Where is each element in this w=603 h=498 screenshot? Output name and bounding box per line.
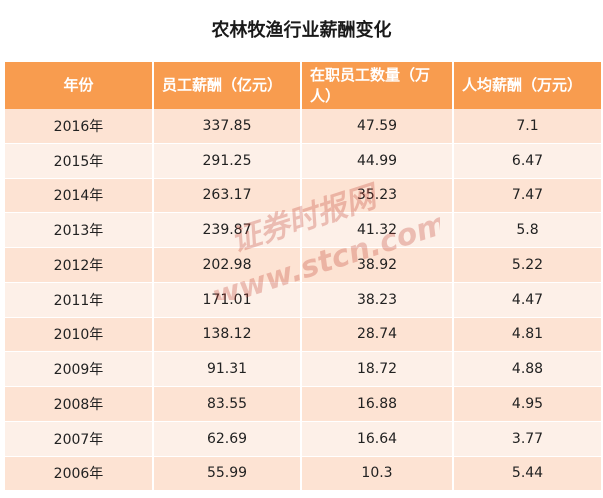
cell-average-salary: 4.88 — [453, 351, 601, 387]
cell-average-salary: 4.81 — [453, 317, 601, 353]
cell-average-salary: 4.95 — [453, 386, 601, 422]
table-row: 2016年 337.85 47.59 7.1 — [5, 109, 601, 144]
table-body: 2016年 337.85 47.59 7.1 2015年 291.25 44.99 6.47 2… — [5, 109, 601, 492]
table-row: 2008年 83.55 16.88 4.95 — [5, 386, 601, 422]
cell-average-salary: 5.22 — [453, 247, 601, 283]
cell-total-salary: 171.01 — [153, 282, 302, 318]
cell-total-salary: 62.69 — [153, 421, 302, 457]
cell-total-salary: 91.31 — [153, 351, 302, 387]
cell-staff-count: 35.23 — [301, 178, 454, 214]
cell-total-salary: 291.25 — [153, 143, 302, 179]
cell-total-salary: 138.12 — [153, 317, 302, 353]
cell-average-salary: 6.47 — [453, 143, 601, 179]
cell-year: 2006年 — [5, 456, 154, 492]
table-row: 2009年 91.31 18.72 4.88 — [5, 351, 601, 387]
salary-table: 年份 员工薪酬（亿元） 在职员工数量（万人） 人均薪酬（万元） 2016年 337… — [5, 62, 601, 492]
cell-staff-count: 41.32 — [301, 212, 454, 248]
cell-total-salary: 337.85 — [153, 109, 302, 144]
cell-staff-count: 38.23 — [301, 282, 454, 318]
cell-year: 2016年 — [5, 109, 154, 144]
cell-average-salary: 3.77 — [453, 421, 601, 457]
cell-staff-count: 28.74 — [301, 317, 454, 353]
cell-year: 2007年 — [5, 421, 154, 457]
cell-year: 2009年 — [5, 351, 154, 387]
header-average-salary: 人均薪酬（万元） — [453, 62, 601, 109]
cell-staff-count: 16.64 — [301, 421, 454, 457]
table-header-row: 年份 员工薪酬（亿元） 在职员工数量（万人） 人均薪酬（万元） — [5, 62, 601, 109]
cell-year: 2015年 — [5, 143, 154, 179]
cell-year: 2013年 — [5, 212, 154, 248]
page-title: 农林牧渔行业薪酬变化 — [211, 20, 392, 41]
cell-total-salary: 83.55 — [153, 386, 302, 422]
cell-total-salary: 55.99 — [153, 456, 302, 492]
cell-year: 2008年 — [5, 386, 154, 422]
cell-staff-count: 47.59 — [301, 109, 454, 144]
cell-year: 2011年 — [5, 282, 154, 318]
cell-average-salary: 4.47 — [453, 282, 601, 318]
header-staff-count: 在职员工数量（万人） — [301, 62, 454, 109]
cell-staff-count: 18.72 — [301, 351, 454, 387]
table-row: 2015年 291.25 44.99 6.47 — [5, 143, 601, 179]
cell-average-salary: 5.8 — [453, 212, 601, 248]
cell-year: 2012年 — [5, 247, 154, 283]
cell-average-salary: 7.1 — [453, 109, 601, 144]
table-row: 2012年 202.98 38.92 5.22 — [5, 247, 601, 283]
header-total-salary: 员工薪酬（亿元） — [153, 62, 302, 109]
table-row: 2013年 239.87 41.32 5.8 — [5, 212, 601, 248]
table-row: 2007年 62.69 16.64 3.77 — [5, 421, 601, 457]
table-row: 2010年 138.12 28.74 4.81 — [5, 317, 601, 353]
table-row: 2006年 55.99 10.3 5.44 — [5, 456, 601, 492]
table-row: 2014年 263.17 35.23 7.47 — [5, 178, 601, 214]
cell-staff-count: 16.88 — [301, 386, 454, 422]
cell-staff-count: 38.92 — [301, 247, 454, 283]
cell-staff-count: 44.99 — [301, 143, 454, 179]
cell-average-salary: 7.47 — [453, 178, 601, 214]
cell-year: 2014年 — [5, 178, 154, 214]
cell-total-salary: 263.17 — [153, 178, 302, 214]
cell-staff-count: 10.3 — [301, 456, 454, 492]
table-row: 2011年 171.01 38.23 4.47 — [5, 282, 601, 318]
cell-total-salary: 239.87 — [153, 212, 302, 248]
cell-average-salary: 5.44 — [453, 456, 601, 492]
cell-total-salary: 202.98 — [153, 247, 302, 283]
header-year: 年份 — [5, 62, 154, 109]
cell-year: 2010年 — [5, 317, 154, 353]
